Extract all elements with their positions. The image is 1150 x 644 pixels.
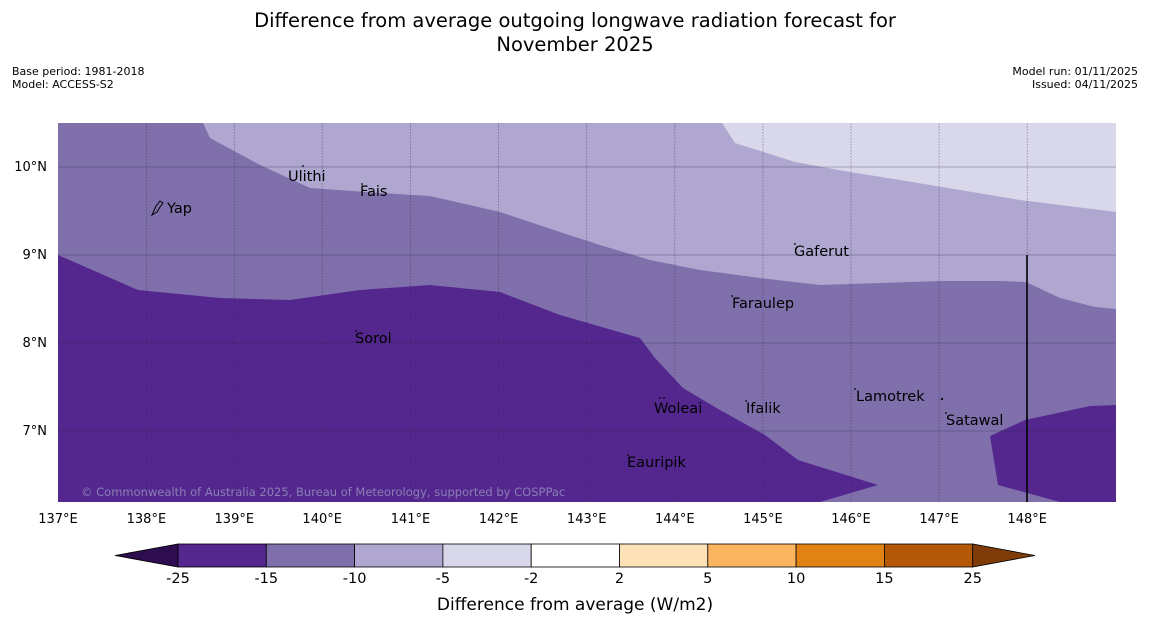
colorbar-segment bbox=[442, 543, 532, 568]
place-label-fais: Fais bbox=[360, 184, 387, 200]
copyright-notice: © Commonwealth of Australia 2025, Bureau… bbox=[81, 485, 565, 499]
colorbar-tick-label: 5 bbox=[703, 571, 712, 587]
x-tick-label: 140°E bbox=[302, 512, 342, 527]
colorbar bbox=[114, 543, 1036, 568]
x-tick-label: 146°E bbox=[831, 512, 871, 527]
place-label-ulithi: Ulithi bbox=[288, 169, 326, 185]
x-tick-label: 139°E bbox=[215, 512, 255, 527]
place-label-lamotrek: Lamotrek bbox=[856, 389, 925, 405]
colorbar-tick-label: -10 bbox=[343, 571, 367, 587]
band-minus5-to-minus2 bbox=[722, 123, 1116, 212]
colorbar-ticks: -25 -15 -10 -5 -2 2 5 10 15 25 bbox=[166, 571, 982, 587]
title-line-1: Difference from average outgoing longwav… bbox=[254, 9, 896, 32]
latitude-lines bbox=[58, 166, 1116, 432]
place-label-ifalik: Ifalik bbox=[746, 401, 781, 417]
colorbar-extend-high bbox=[972, 543, 1036, 568]
place-label-woleai: Woleai bbox=[654, 401, 702, 417]
colorbar-tick-label: 25 bbox=[963, 571, 981, 587]
colorbar-tick-label: 2 bbox=[615, 571, 624, 587]
x-tick-label: 138°E bbox=[127, 512, 167, 527]
y-axis-ticks: 10°N 9°N 8°N 7°N bbox=[14, 160, 47, 439]
y-tick-label: 10°N bbox=[14, 160, 47, 175]
place-label-gaferut: Gaferut bbox=[794, 244, 849, 260]
x-tick-label: 143°E bbox=[567, 512, 607, 527]
colorbar-tick-label: -2 bbox=[524, 571, 538, 587]
colorbar-tick-label: 15 bbox=[875, 571, 893, 587]
colorbar-tick-label: -25 bbox=[166, 571, 190, 587]
x-tick-label: 145°E bbox=[743, 512, 783, 527]
island-dots bbox=[302, 165, 947, 456]
model-name: Model: ACCESS-S2 bbox=[12, 78, 114, 91]
colorbar-label: Difference from average (W/m2) bbox=[437, 595, 713, 615]
place-label-satawal: Satawal bbox=[946, 413, 1003, 429]
x-tick-label: 137°E bbox=[38, 512, 78, 527]
colorbar-tick-label: 10 bbox=[787, 571, 805, 587]
colorbar-tick-label: -5 bbox=[436, 571, 450, 587]
colorbar-segment bbox=[707, 543, 797, 568]
x-tick-label: 144°E bbox=[655, 512, 695, 527]
colorbar-segment bbox=[619, 543, 709, 568]
band-minus25-to-minus15-east bbox=[990, 405, 1116, 502]
x-axis-ticks: 137°E 138°E 139°E 140°E 141°E 142°E 143°… bbox=[38, 512, 1047, 527]
y-tick-label: 8°N bbox=[23, 336, 48, 351]
x-tick-label: 148°E bbox=[1007, 512, 1047, 527]
colorbar-segment bbox=[795, 543, 885, 568]
colorbar-extend-low bbox=[114, 543, 179, 568]
colorbar-segment bbox=[354, 543, 444, 568]
map-title: Difference from average outgoing longwav… bbox=[0, 9, 1150, 57]
x-tick-label: 141°E bbox=[391, 512, 431, 527]
meta-right: Model run: 01/11/2025 Issued: 04/11/2025 bbox=[1012, 65, 1138, 91]
x-tick-label: 142°E bbox=[479, 512, 519, 527]
band-minus25-to-minus15-west bbox=[58, 255, 878, 502]
colorbar-segment bbox=[530, 543, 620, 568]
colorbar-segment bbox=[884, 543, 974, 568]
place-label-faraulep: Faraulep bbox=[732, 296, 794, 312]
title-line-2: November 2025 bbox=[496, 33, 654, 56]
meta-left: Base period: 1981-2018 Model: ACCESS-S2 bbox=[12, 65, 144, 91]
place-label-eauripik: Eauripik bbox=[627, 455, 686, 471]
y-tick-label: 9°N bbox=[23, 248, 48, 263]
base-period: Base period: 1981-2018 bbox=[12, 65, 145, 78]
model-run: Model run: 01/11/2025 bbox=[1012, 65, 1138, 78]
place-label-sorol: Sorol bbox=[355, 331, 392, 347]
yap-island-outline bbox=[150, 200, 164, 217]
x-tick-label: 147°E bbox=[919, 512, 959, 527]
colorbar-segment bbox=[177, 543, 267, 568]
colorbar-segment bbox=[265, 543, 355, 568]
issued-date: Issued: 04/11/2025 bbox=[1031, 78, 1138, 91]
place-labels: Ulithi Fais Yap Gaferut Faraulep Sorol W… bbox=[166, 169, 1003, 471]
colorbar-tick-label: -15 bbox=[254, 571, 278, 587]
map-area bbox=[58, 123, 1116, 502]
y-tick-label: 7°N bbox=[23, 424, 48, 439]
place-label-yap: Yap bbox=[166, 201, 192, 217]
